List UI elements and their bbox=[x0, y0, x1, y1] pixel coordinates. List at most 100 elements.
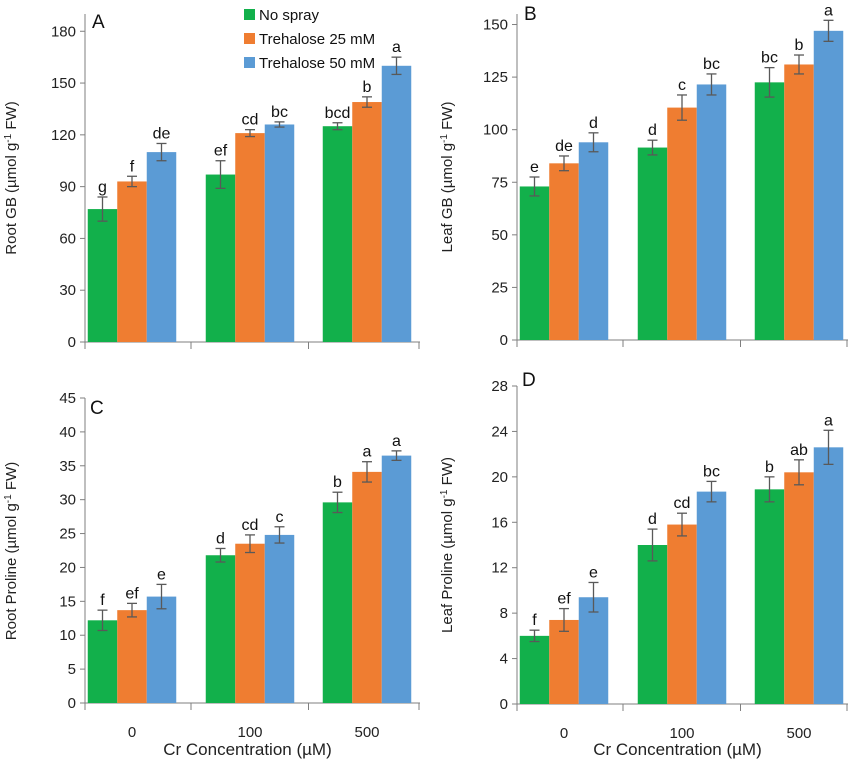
x-axis-title: Cr Concentration (µM) bbox=[163, 740, 332, 759]
legend-label-trehalose-25: Trehalose 25 mM bbox=[259, 31, 375, 48]
bar bbox=[352, 102, 382, 342]
y-tick-label: 15 bbox=[59, 593, 76, 610]
bar bbox=[696, 84, 727, 340]
significance-label: d bbox=[648, 122, 657, 139]
significance-label: b bbox=[333, 474, 342, 491]
bar bbox=[667, 524, 697, 704]
bar bbox=[549, 163, 579, 340]
significance-label: d bbox=[589, 115, 598, 132]
panel-b: 0 25 50 75 100 125 150 e d bc de c b d bc a Leaf GB (µmo… bbox=[439, 2, 848, 349]
bar bbox=[813, 447, 844, 704]
bar bbox=[264, 124, 295, 342]
significance-label: de bbox=[555, 138, 573, 155]
significance-label: cd bbox=[242, 517, 259, 534]
x-tick-label: 500 bbox=[354, 724, 379, 741]
x-tick-label: 0 bbox=[128, 724, 136, 741]
y-axis-title: Leaf Proline (µmol g-1 FW) bbox=[439, 457, 457, 633]
y-tick-label: 180 bbox=[51, 23, 76, 40]
bar bbox=[519, 186, 550, 340]
significance-label: e bbox=[530, 159, 539, 176]
significance-label: a bbox=[392, 39, 401, 56]
significance-label: bcd bbox=[325, 105, 351, 122]
bar bbox=[264, 534, 295, 703]
bar bbox=[87, 620, 118, 703]
bar bbox=[235, 543, 265, 703]
bar bbox=[637, 147, 668, 340]
y-tick-label: 10 bbox=[59, 627, 76, 644]
bar bbox=[146, 152, 177, 342]
x-axis-title: Cr Concentration (µM) bbox=[593, 740, 762, 759]
y-tick-label: 45 bbox=[59, 390, 76, 407]
bar bbox=[667, 107, 697, 340]
significance-label: ef bbox=[214, 143, 228, 160]
significance-label: bc bbox=[761, 50, 778, 67]
y-axis-title: Leaf GB (µmol g-1 FW) bbox=[439, 102, 457, 253]
legend-label-trehalose-50: Trehalose 50 mM bbox=[259, 55, 375, 72]
significance-label: a bbox=[824, 2, 833, 19]
x-tick-label: 100 bbox=[669, 725, 694, 742]
bar bbox=[235, 133, 265, 342]
significance-label: ab bbox=[790, 442, 808, 459]
y-axis-title: Root Proline (µmol g-1 FW) bbox=[3, 462, 21, 640]
y-tick-label: 8 bbox=[500, 605, 508, 622]
bar bbox=[205, 174, 236, 342]
significance-label: a bbox=[824, 412, 833, 429]
bar bbox=[813, 30, 844, 340]
significance-label: d bbox=[216, 530, 225, 547]
y-tick-label: 125 bbox=[483, 69, 508, 86]
y-tick-label: 90 bbox=[59, 179, 76, 196]
significance-label: f bbox=[130, 158, 135, 175]
y-tick-label: 20 bbox=[59, 559, 76, 576]
x-tick-label: 0 bbox=[560, 725, 568, 742]
significance-label: g bbox=[98, 179, 107, 196]
y-tick-label: 0 bbox=[500, 332, 508, 349]
y-tick-label: 5 bbox=[68, 661, 76, 678]
y-axis-title: Root GB (µmol g-1 FW) bbox=[3, 101, 21, 254]
bar bbox=[696, 491, 727, 704]
y-tick-label: 60 bbox=[59, 230, 76, 247]
significance-label: c bbox=[678, 77, 686, 94]
significance-label: bc bbox=[703, 56, 720, 73]
bar bbox=[322, 502, 353, 703]
significance-label: b bbox=[363, 79, 372, 96]
y-tick-label: 25 bbox=[491, 279, 508, 296]
significance-label: cd bbox=[674, 495, 691, 512]
bar bbox=[322, 126, 353, 342]
y-tick-label: 30 bbox=[59, 282, 76, 299]
significance-label: bc bbox=[271, 104, 288, 121]
significance-label: de bbox=[153, 125, 171, 142]
y-tick-label: 30 bbox=[59, 492, 76, 509]
significance-label: ef bbox=[125, 585, 139, 602]
bar bbox=[117, 181, 147, 342]
bar bbox=[637, 545, 668, 704]
bar bbox=[754, 489, 785, 704]
y-tick-label: 20 bbox=[491, 469, 508, 486]
significance-label: d bbox=[648, 511, 657, 528]
significance-label: c bbox=[276, 509, 284, 526]
bar bbox=[519, 635, 550, 704]
y-tick-label: 0 bbox=[500, 696, 508, 713]
panel-c: 0 5 10 15 20 25 30 35 40 45 0 100 500 Cr Concentratio… bbox=[3, 390, 420, 759]
bar bbox=[578, 597, 609, 704]
y-tick-label: 75 bbox=[491, 174, 508, 191]
y-tick-label: 120 bbox=[51, 127, 76, 144]
y-tick-label: 40 bbox=[59, 424, 76, 441]
legend-swatch-no-spray bbox=[244, 9, 255, 20]
significance-label: f bbox=[532, 612, 537, 629]
legend: No spray Trehalose 25 mM Trehalose 50 mM bbox=[244, 7, 375, 72]
significance-label: e bbox=[589, 564, 598, 581]
y-tick-label: 28 bbox=[491, 378, 508, 395]
significance-label: a bbox=[363, 444, 372, 461]
bar bbox=[87, 209, 118, 342]
panel-a: 0 30 60 90 120 150 180 g ef bcd f cd b de bc a Root GB (… bbox=[3, 12, 420, 351]
y-tick-label: 0 bbox=[68, 695, 76, 712]
bar bbox=[381, 455, 412, 703]
bar bbox=[352, 471, 382, 703]
bar bbox=[549, 619, 579, 704]
bar bbox=[784, 472, 814, 704]
legend-label-no-spray: No spray bbox=[259, 7, 320, 24]
bar bbox=[784, 64, 814, 340]
significance-label: b bbox=[765, 459, 774, 476]
significance-label: b bbox=[795, 37, 804, 54]
